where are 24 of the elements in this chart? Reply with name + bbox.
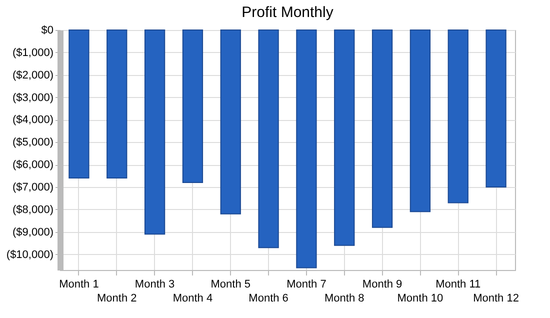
x-tick-label: Month 3 xyxy=(134,278,175,290)
x-tick-label: Month 7 xyxy=(286,278,326,290)
x-tick-label: Month 4 xyxy=(172,292,213,304)
y-tick-label: ($5,000) xyxy=(12,136,54,149)
x-tick-label: Month 5 xyxy=(210,278,250,290)
x-tick-label: Month 11 xyxy=(436,278,481,290)
y-tick-label: ($6,000) xyxy=(12,159,54,172)
y-tick-label: $0 xyxy=(41,24,54,36)
y-tick-label: ($4,000) xyxy=(12,114,54,126)
y-tick-label: ($7,000) xyxy=(12,182,54,194)
x-tick-label: Month 2 xyxy=(97,292,137,304)
x-tick-label: Month 8 xyxy=(324,292,364,304)
x-tick-label: Month 1 xyxy=(59,278,99,290)
chart-title: Profit Monthly xyxy=(242,4,334,21)
y-tick-label: ($1,000) xyxy=(12,46,54,59)
x-tick-label: Month 12 xyxy=(473,292,519,304)
x-tick-label: Month 10 xyxy=(397,292,444,304)
y-tick-label: ($10,000) xyxy=(6,248,54,261)
y-tick-label: ($9,000) xyxy=(12,226,54,238)
x-tick-label: Month 6 xyxy=(248,292,288,304)
x-tick-label: Month 9 xyxy=(362,278,402,290)
y-tick-label: ($8,000) xyxy=(12,204,54,216)
y-tick-label: ($2,000) xyxy=(12,69,54,82)
y-tick-label: ($3,000) xyxy=(12,92,54,104)
